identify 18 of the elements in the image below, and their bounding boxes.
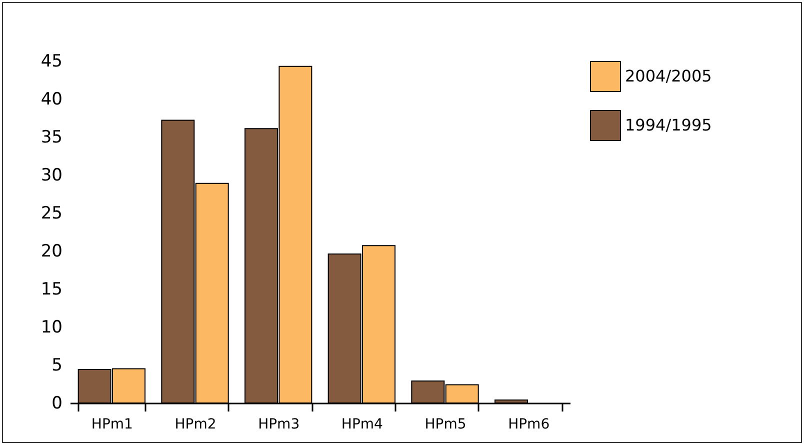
legend-label: 1994/1995: [625, 116, 712, 134]
y-tick-label: 20: [40, 242, 62, 262]
x-tick-label: HPm3: [258, 416, 300, 432]
x-tick-label: HPm1: [91, 416, 133, 432]
y-tick-label: 5: [52, 356, 62, 376]
x-tick-label: HPm2: [174, 416, 216, 432]
y-tick-label: 10: [40, 318, 62, 338]
y-tick-label: 35: [40, 128, 62, 148]
y-tick-label: 40: [40, 90, 62, 110]
y-tick-label: 45: [40, 52, 62, 72]
x-tick-label: HPm6: [508, 416, 550, 432]
x-tick-label: HPm5: [424, 416, 466, 432]
y-tick-label: 15: [40, 280, 62, 300]
y-tick-label: 0: [52, 394, 62, 414]
x-tick-label: HPm4: [341, 416, 384, 432]
legend-label: 2004/2005: [625, 66, 712, 86]
y-tick-label: 30: [40, 166, 62, 186]
y-tick-label: 25: [40, 204, 62, 224]
